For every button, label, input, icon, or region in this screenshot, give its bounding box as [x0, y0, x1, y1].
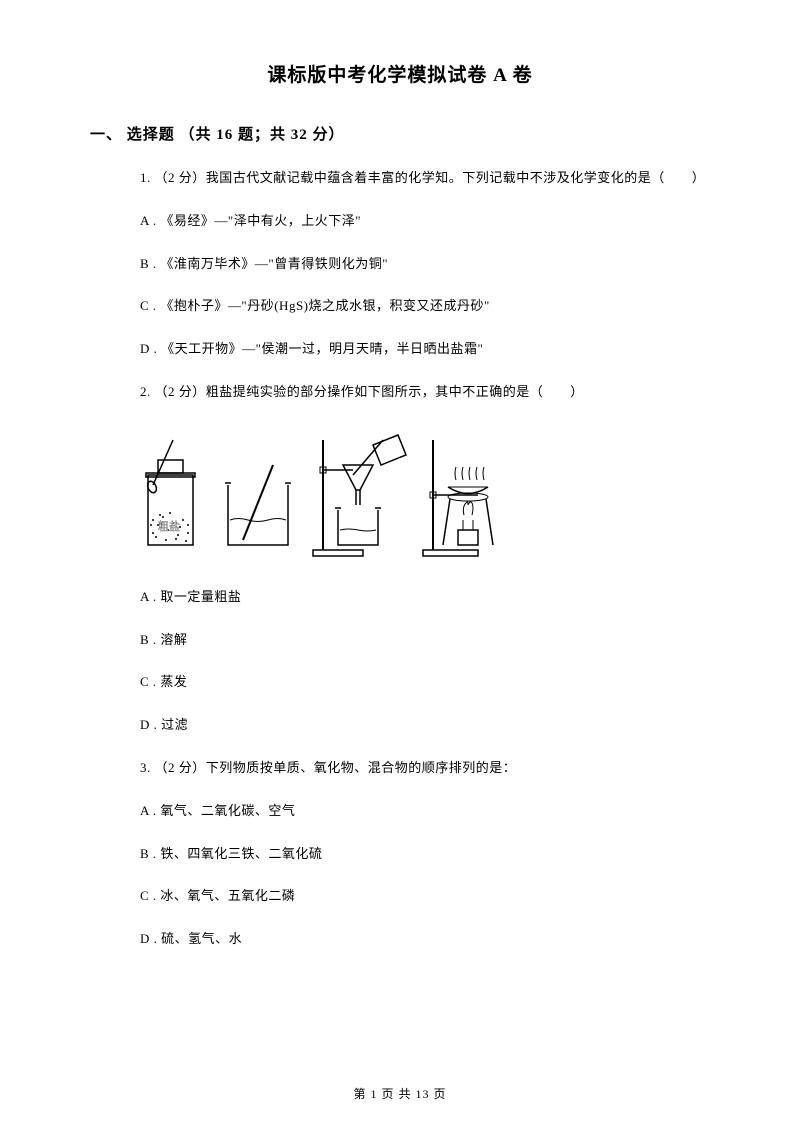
q2-option-b: B . 溶解 — [140, 630, 710, 651]
section-number: 一、 — [90, 127, 122, 143]
q3-option-d: D . 硫、氢气、水 — [140, 929, 710, 950]
section-header: 一、 选择题 （共 16 题；共 32 分） — [90, 123, 710, 144]
q3-text: 下列物质按单质、氧化物、混合物的顺序排列的是： — [206, 760, 517, 775]
page-footer: 第 1 页 共 13 页 — [0, 1085, 800, 1102]
footer-suffix: 页 — [430, 1087, 447, 1101]
exam-title: 课标版中考化学模拟试卷 A 卷 — [90, 60, 710, 87]
q1-option-b: B . 《淮南万毕术》—"曾青得铁则化为铜" — [140, 254, 710, 275]
q2-option-d: D . 过滤 — [140, 715, 710, 736]
section-info: （共 16 题；共 32 分） — [180, 127, 345, 143]
q3-option-b: B . 铁、四氧化三铁、二氧化硫 — [140, 844, 710, 865]
q1-text: 我国古代文献记载中蕴含着丰富的化学知。下列记载中不涉及化学变化的是（ ） — [206, 170, 706, 185]
q2-option-a: A . 取一定量粗盐 — [140, 587, 710, 608]
question-2: 2. （2 分）粗盐提纯实验的部分操作如下图所示，其中不正确的是（ ） — [140, 382, 710, 403]
section-name: 选择题 — [127, 127, 175, 143]
footer-prefix: 第 — [353, 1087, 370, 1101]
question-1: 1. （2 分）我国古代文献记载中蕴含着丰富的化学知。下列记载中不涉及化学变化的… — [140, 168, 710, 189]
jar-icon: 粗盐 — [146, 440, 195, 545]
q3-option-a: A . 氧气、二氧化碳、空气 — [140, 801, 710, 822]
q1-option-d: D . 《天工开物》—"侯潮一过，明月天晴，半日晒出盐霜" — [140, 339, 710, 360]
experiment-diagram: 粗盐 — [138, 425, 710, 565]
q3-prefix: 3. （2 分） — [140, 760, 206, 775]
q3-option-c: C . 冰、氧气、五氧化二磷 — [140, 886, 710, 907]
footer-middle: 页 共 — [377, 1087, 415, 1101]
q2-option-c: C . 蒸发 — [140, 672, 710, 693]
q1-option-c: C . 《抱朴子》—"丹砂(HgS)烧之成水银，积变又还成丹砂" — [140, 296, 710, 317]
q1-option-a: A . 《易经》—"泽中有火，上火下泽" — [140, 211, 710, 232]
q2-prefix: 2. （2 分） — [140, 384, 206, 399]
footer-total: 13 — [416, 1087, 430, 1101]
question-3: 3. （2 分）下列物质按单质、氧化物、混合物的顺序排列的是： — [140, 758, 710, 779]
q2-text: 粗盐提纯实验的部分操作如下图所示，其中不正确的是（ ） — [206, 384, 584, 399]
salt-label: 粗盐 — [158, 520, 180, 533]
q1-prefix: 1. （2 分） — [140, 170, 206, 185]
evaporation-icon — [423, 440, 493, 556]
beaker-icon — [225, 465, 291, 545]
filtration-icon — [313, 435, 406, 556]
